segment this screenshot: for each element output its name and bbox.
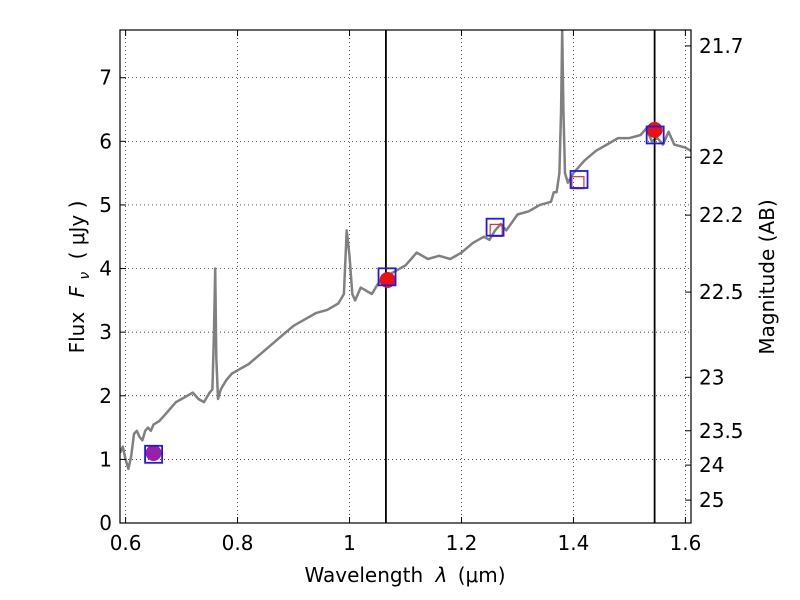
y2-tick-label: 25 <box>699 488 724 512</box>
plot-frame <box>119 29 692 524</box>
model-square-blue <box>645 125 665 145</box>
x-tick-label: 0.6 <box>110 531 142 555</box>
y2-tick-label: 23.5 <box>699 419 744 443</box>
y-tick-label: 4 <box>99 257 112 281</box>
x-axis-label-prefix: Wavelength <box>304 563 423 587</box>
y2-tick-labels: 21.7 22 22.2 22.5 23 23.5 24 25 <box>699 34 744 512</box>
x-axis-label: Wavelength λ (μm) <box>304 563 505 587</box>
y-axis-label-subscript: ν <box>77 272 93 280</box>
y2-tick-label: 22 <box>699 145 724 169</box>
model-square-blue <box>485 217 505 237</box>
ticks <box>120 30 691 524</box>
y2-tick-label: 21.7 <box>699 34 744 58</box>
y-tick-label: 0 <box>99 511 112 535</box>
y2-tick-label: 23 <box>699 365 724 389</box>
model-square-blue <box>377 267 397 287</box>
y-tick-label: 5 <box>99 193 112 217</box>
model-square-blue <box>144 444 163 464</box>
observed-point <box>145 445 162 462</box>
y-tick-label: 2 <box>99 384 112 408</box>
x-tick-label: 1.2 <box>446 531 478 555</box>
y-tick-label: 6 <box>99 129 112 153</box>
y2-tick-label: 24 <box>699 453 724 477</box>
x-tick-label: 1.4 <box>558 531 590 555</box>
y-tick-label: 3 <box>99 320 112 344</box>
spectrum-layer <box>120 30 691 471</box>
y2-axis-label: Magnitude (AB) <box>755 199 779 354</box>
data-markers <box>144 121 665 464</box>
x-tick-labels: 0.6 0.8 1 1.2 1.4 1.6 <box>110 531 702 555</box>
y2-tick-label: 22.5 <box>699 280 744 304</box>
x-tick-label: 1 <box>343 531 356 555</box>
y-tick-label: 7 <box>99 66 112 90</box>
y-axis-label-symbol: F <box>65 285 89 297</box>
y2-tick-label: 22.2 <box>699 203 744 227</box>
y-axis-label-prefix: Flux <box>65 312 89 354</box>
x-axis-label-unit: (μm) <box>458 563 506 587</box>
y-axis-label-unit: ( μJy ) <box>65 201 89 260</box>
x-tick-label: 1.6 <box>669 531 701 555</box>
spectrum-line <box>120 30 691 471</box>
x-tick-label: 0.8 <box>222 531 254 555</box>
model-square-blue <box>569 170 589 189</box>
y-axis-label: Flux F ν ( μJy ) <box>65 201 94 354</box>
observed-point <box>646 121 663 138</box>
y-tick-labels: 0 1 2 3 4 5 6 7 <box>99 66 112 535</box>
y-tick-label: 1 <box>99 447 112 471</box>
x-axis-label-symbol: λ <box>435 563 448 587</box>
